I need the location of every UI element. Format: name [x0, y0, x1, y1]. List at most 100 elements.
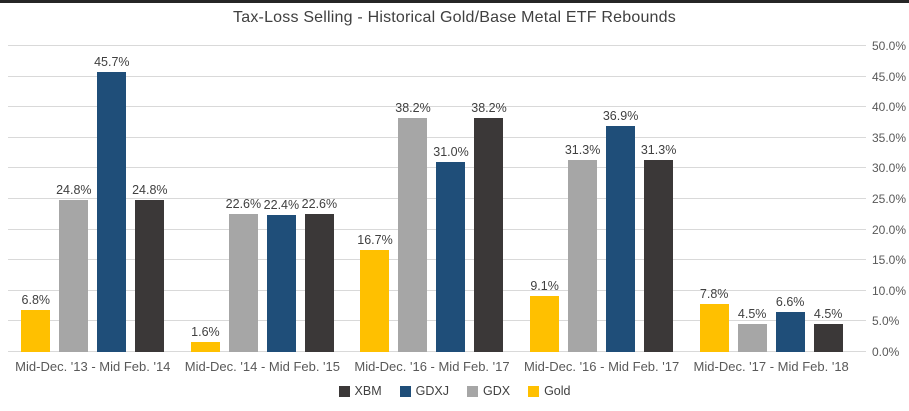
category-label: Mid-Dec. '17 - Mid Feb. '18 [693, 359, 849, 374]
legend-swatch-icon [466, 385, 478, 397]
bar-slot-gdx: 38.2% [395, 46, 431, 352]
chart-title: Tax-Loss Selling - Historical Gold/Base … [233, 9, 676, 26]
bar-gdxj [266, 214, 296, 352]
bar-gdx [737, 324, 767, 352]
bar-gdxj [606, 126, 636, 352]
y-axis-label: 45.0% [872, 69, 907, 84]
bar-gdx [228, 213, 258, 352]
bar-gold [190, 342, 220, 352]
legend-swatch-icon [399, 385, 411, 397]
bar-value-label: 4.5% [737, 307, 767, 322]
bar-slot-gdxj: 22.4% [263, 46, 300, 352]
bar-gdx [59, 200, 89, 352]
legend-label: GDXJ [415, 384, 449, 398]
top-accent-bar [0, 0, 909, 3]
y-axis-label: 50.0% [872, 39, 907, 53]
bar-value-label: 7.8% [699, 287, 729, 302]
bar-slot-xbm: 22.6% [301, 46, 338, 352]
bar-slot-gdxj: 31.0% [433, 46, 469, 352]
bar-value-label: 24.8% [132, 183, 168, 198]
legend-label: XBM [354, 384, 382, 398]
bar-slot-xbm: 24.8% [132, 46, 168, 352]
bar-group: 9.1% 31.3% 36.9% 31.3% [517, 46, 687, 352]
bar-group: 1.6% 22.6% 22.4% 22.6% [178, 46, 348, 352]
category-axis: Mid-Dec. '13 - Mid Feb. '14 Mid-Dec. '14 … [8, 359, 856, 374]
bar-value-label: 4.5% [813, 307, 843, 322]
bar-slot-gdxj: 6.6% [775, 46, 805, 352]
legend-item-gdx: GDX [466, 384, 511, 398]
bar-gold [530, 296, 560, 352]
bar-value-label: 22.6% [225, 196, 262, 211]
legend-item-gold: Gold [528, 384, 570, 398]
chart-wrap: 0.0% 5.0% 10.0% 15.0% 20.0% 25.0% 30.0% 35.0% 40… [8, 39, 906, 374]
bar-xbm [304, 213, 334, 352]
gridline [8, 45, 866, 46]
bar-value-label: 9.1% [530, 279, 559, 294]
bar-value-label: 24.8% [56, 183, 92, 198]
bar-value-label: 31.3% [640, 143, 677, 158]
bar-gold [699, 304, 729, 352]
bar-slot-gold: 6.8% [21, 46, 51, 352]
gridline [8, 136, 866, 138]
bar-group: 6.8% 24.8% 45.7% 24.8% [8, 46, 178, 352]
bar-group: 7.8% 4.5% 6.6% 4.5% [686, 46, 856, 352]
category-label: Mid-Dec. '16 - Mid Feb. '17 [523, 359, 680, 374]
y-axis-label: 0.0% [872, 345, 900, 359]
legend-label: Gold [544, 384, 571, 398]
legend-item-gdxj: GDXJ [399, 384, 449, 398]
category-label: Mid-Dec. '16 - Mid Feb. '17 [354, 359, 510, 374]
plot-area: 0.0% 5.0% 10.0% 15.0% 20.0% 25.0% 30.0% 35.0% 40… [8, 39, 906, 359]
bar-xbm [813, 324, 843, 352]
legend-swatch-icon [528, 385, 540, 397]
y-axis-label: 20.0% [872, 222, 907, 237]
bar-groups: 6.8% 24.8% 45.7% 24.8% 1.6% 22.6% 22.4% 22.6% 16… [8, 46, 856, 352]
bar-slot-gdxj: 36.9% [602, 46, 639, 352]
bar-value-label: 38.2% [471, 101, 507, 116]
bar-slot-xbm: 4.5% [813, 46, 843, 352]
y-axis-label: 5.0% [872, 314, 900, 329]
bar-slot-xbm: 38.2% [471, 46, 507, 352]
category-label: Mid-Dec. '13 - Mid Feb. '14 [15, 359, 171, 374]
bar-value-label: 31.3% [564, 143, 601, 158]
bar-slot-gdx: 4.5% [737, 46, 767, 352]
legend-swatch-icon [338, 385, 350, 397]
bar-value-label: 6.8% [21, 293, 51, 308]
bar-gold [360, 249, 390, 352]
bar-gdxj [97, 72, 127, 352]
bar-slot-gdx: 31.3% [564, 46, 601, 352]
bar-xbm [135, 200, 165, 352]
bar-slot-gold: 7.8% [699, 46, 729, 352]
bar-value-label: 6.6% [775, 294, 805, 309]
bar-value-label: 22.6% [301, 196, 338, 211]
bar-value-label: 36.9% [602, 109, 639, 124]
bar-gdx [398, 118, 428, 352]
bar-slot-gold: 16.7% [357, 46, 393, 352]
bar-value-label: 45.7% [94, 55, 130, 70]
y-axis-label: 10.0% [872, 283, 907, 298]
bar-value-label: 31.0% [433, 145, 469, 160]
gridline [8, 106, 866, 108]
bar-value-label: 1.6% [191, 325, 220, 340]
bar-gold [21, 310, 51, 352]
bar-slot-gdx: 22.6% [225, 46, 262, 352]
legend: XBM GDXJ GDX Gold [0, 384, 909, 398]
bar-gdxj [436, 162, 466, 352]
bar-gdx [568, 160, 598, 352]
y-axis-label: 35.0% [872, 130, 907, 145]
bar-slot-gold: 9.1% [530, 46, 560, 352]
bar-slot-gdx: 24.8% [56, 46, 92, 352]
bar-gdxj [775, 311, 805, 352]
gridline [8, 75, 866, 77]
y-axis-label: 40.0% [872, 100, 907, 115]
bar-value-label: 16.7% [357, 232, 393, 247]
legend-label: GDX [482, 384, 511, 398]
bar-xbm [644, 160, 674, 352]
bar-slot-gdxj: 45.7% [94, 46, 130, 352]
y-axis-label: 30.0% [872, 161, 907, 176]
bar-value-label: 38.2% [395, 101, 431, 116]
bar-xbm [474, 118, 504, 352]
legend-item-xbm: XBM [338, 384, 382, 398]
bar-slot-gold: 1.6% [190, 46, 220, 352]
bar-value-label: 22.4% [263, 197, 300, 212]
